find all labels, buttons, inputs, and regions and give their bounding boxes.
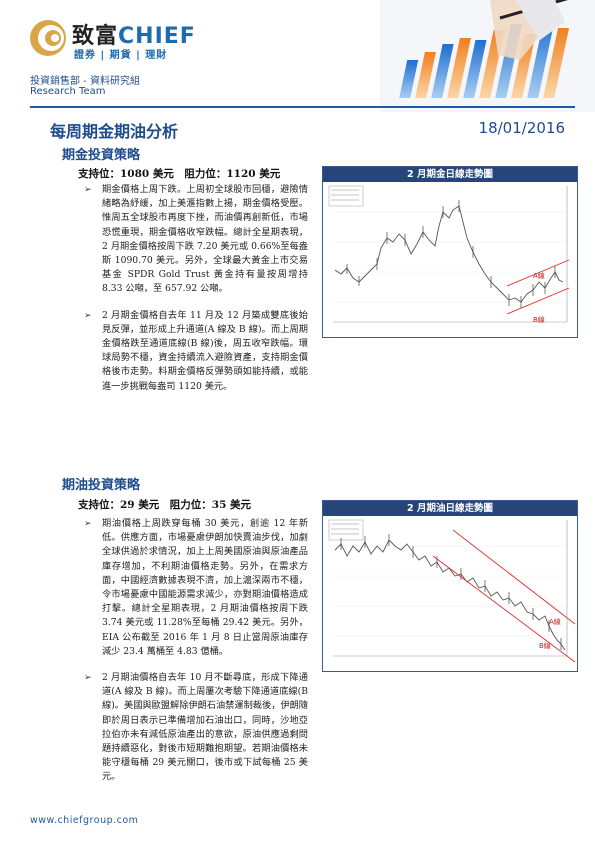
gold-analysis-list: ➢ 期金價格上周下跌。上周初全球股市回穩，避險情緒略為紓緩，加上美滙指數上揚，期… [80, 183, 308, 406]
oil-chart-image: A線 B線 [323, 516, 577, 671]
bullet-arrow-icon: ➢ [84, 185, 92, 195]
oil-chart-title: 2 月期油日線走勢圖 [323, 501, 577, 516]
list-item: ➢ 期油價格上周跌穿每桶 30 美元，創逾 12 年新低。供應方面，市場憂慮伊朗… [80, 517, 308, 659]
header-bar-chart-illustration [380, 0, 595, 112]
oil-line-b-label: B線 [539, 641, 551, 650]
gold-support-resistance: 支持位：1080 美元 阻力位：1120 美元 [78, 168, 281, 180]
gold-price-series [334, 200, 564, 308]
brand-subtitle: 證券 | 期貨 | 理財 [74, 50, 168, 61]
gold-chart-title: 2 月期金日線走勢圖 [323, 167, 577, 182]
oil-support-resistance: 支持位：29 美元 阻力位：35 美元 [78, 499, 252, 511]
oil-price-series [334, 534, 566, 651]
company-logo-icon [28, 18, 68, 58]
oil-analysis-list: ➢ 期油價格上周跌穿每桶 30 美元，創逾 12 年新低。供應方面，市場憂慮伊朗… [80, 517, 308, 797]
report-title: 每周期金期油分析 [50, 122, 179, 141]
oil-paragraph-1: 期油價格上周跌穿每桶 30 美元，創逾 12 年新低。供應方面，市場憂慮伊朗加快… [102, 518, 308, 657]
oil-section-title: 期油投資策略 [62, 478, 141, 493]
oil-paragraph-2: 2 月期油價格自去年 10 月不斷尋底，形成下降通道(A 線及 B 線)。而上周… [102, 672, 308, 783]
team-name: Research Team [30, 86, 106, 97]
gold-chart-image: A線 B線 [323, 182, 577, 337]
brand-name: 致富CHIEF [72, 18, 196, 50]
bullet-arrow-icon: ➢ [84, 310, 92, 321]
brand-name-en: CHIEF [118, 24, 196, 49]
footer-website-link[interactable]: www.chiefgroup.com [30, 815, 139, 826]
oil-chart-panel: 2 月期油日線走勢圖 A線 B線 [322, 500, 578, 672]
gold-paragraph-1: 期金價格上周下跌。上周初全球股市回穩，避險情緒略為紓緩，加上美滙指數上揚，期金價… [102, 184, 308, 295]
list-item: ➢ 期金價格上周下跌。上周初全球股市回穩，避險情緒略為紓緩，加上美滙指數上揚，期… [80, 183, 308, 297]
gold-line-b-label: B線 [533, 315, 545, 324]
gold-chart-panel: 2 月期金日線走勢圖 [322, 166, 578, 338]
gold-line-a-label: A線 [533, 271, 545, 280]
oil-channel-lines [432, 529, 576, 663]
report-date: 18/01/2016 [478, 119, 565, 137]
bullet-arrow-icon: ➢ [84, 519, 92, 529]
bullet-arrow-icon: ➢ [84, 673, 92, 684]
list-item: ➢ 2 月期油價格自去年 10 月不斷尋底，形成下降通道(A 線及 B 線)。而… [80, 671, 308, 785]
oil-line-a-label: A線 [549, 617, 561, 626]
gold-section-title: 期金投資策略 [62, 148, 141, 163]
gold-channel-lines [506, 259, 570, 315]
header-divider [30, 106, 575, 108]
department-name: 投資銷售部 - 資料研究組 [30, 76, 140, 87]
gold-paragraph-2: 2 月期金價格自去年 11 月及 12 月築成雙底後始見反彈，並形成上升通道(A… [102, 309, 308, 392]
list-item: ➢ 2 月期金價格自去年 11 月及 12 月築成雙底後始見反彈，並形成上升通道… [80, 309, 308, 394]
brand-name-cn: 致富 [72, 24, 119, 49]
